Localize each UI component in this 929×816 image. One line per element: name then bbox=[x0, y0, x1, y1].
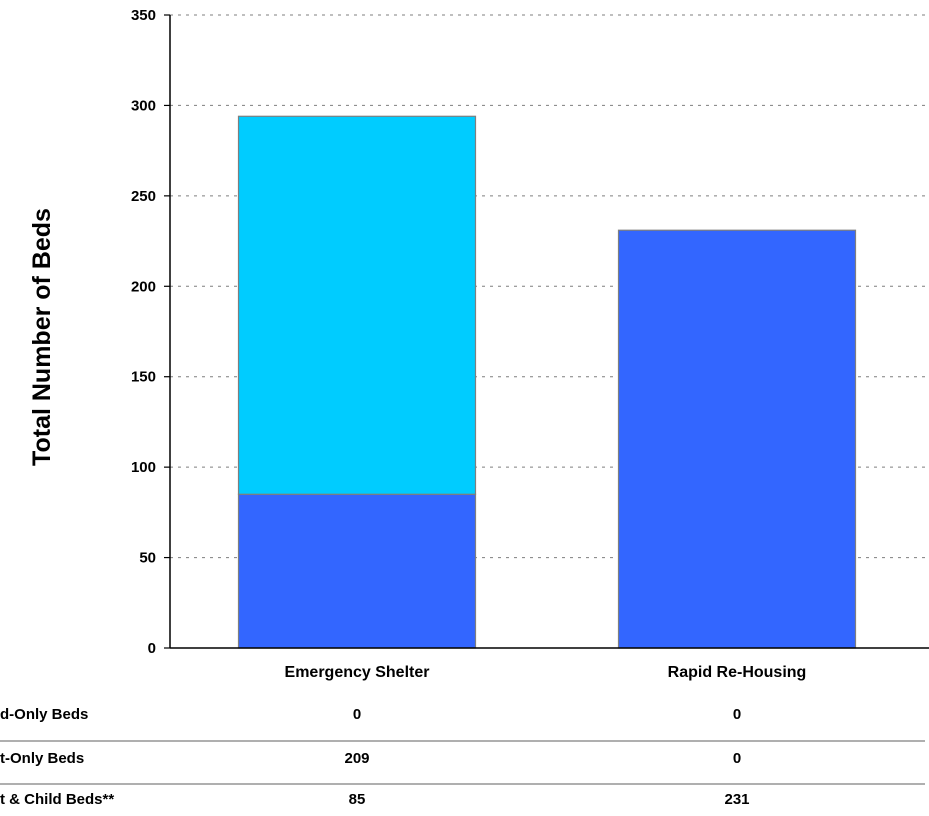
x-category-label: Rapid Re-Housing bbox=[668, 664, 807, 681]
axes bbox=[169, 15, 929, 649]
table-cell: 0 bbox=[733, 750, 741, 767]
table-cell: 85 bbox=[349, 791, 366, 808]
y-tick-label: 350 bbox=[131, 7, 156, 24]
x-category-label: Emergency Shelter bbox=[285, 664, 430, 681]
data-table: d-Only Beds 0 0 t-Only Beds 209 0 t & Child Be… bbox=[0, 706, 925, 808]
table-cell: 209 bbox=[344, 750, 369, 767]
y-tick-label: 200 bbox=[131, 278, 156, 295]
y-ticks: 0 50 100 150 200 250 300 350 bbox=[131, 7, 170, 657]
bar-segment bbox=[617, 229, 857, 649]
y-tick-label: 150 bbox=[131, 369, 156, 386]
bar-segment bbox=[237, 493, 477, 649]
y-tick-label: 50 bbox=[139, 550, 156, 567]
table-row-label: t & Child Beds** bbox=[0, 791, 114, 808]
table-cell: 231 bbox=[724, 791, 749, 808]
y-axis-label: Total Number of Beds bbox=[28, 208, 56, 466]
y-tick-label: 250 bbox=[131, 188, 156, 205]
y-tick-label: 100 bbox=[131, 459, 156, 476]
table-row-label: d-Only Beds bbox=[0, 706, 88, 723]
table-row-label: t-Only Beds bbox=[0, 750, 84, 767]
y-tick-label: 300 bbox=[131, 97, 156, 114]
bars bbox=[237, 115, 857, 649]
table-cell: 0 bbox=[353, 706, 361, 723]
table-cell: 0 bbox=[733, 706, 741, 723]
bar-segment bbox=[237, 115, 477, 495]
category-labels: Emergency Shelter Rapid Re-Housing bbox=[285, 664, 807, 681]
y-tick-label: 0 bbox=[148, 640, 156, 657]
